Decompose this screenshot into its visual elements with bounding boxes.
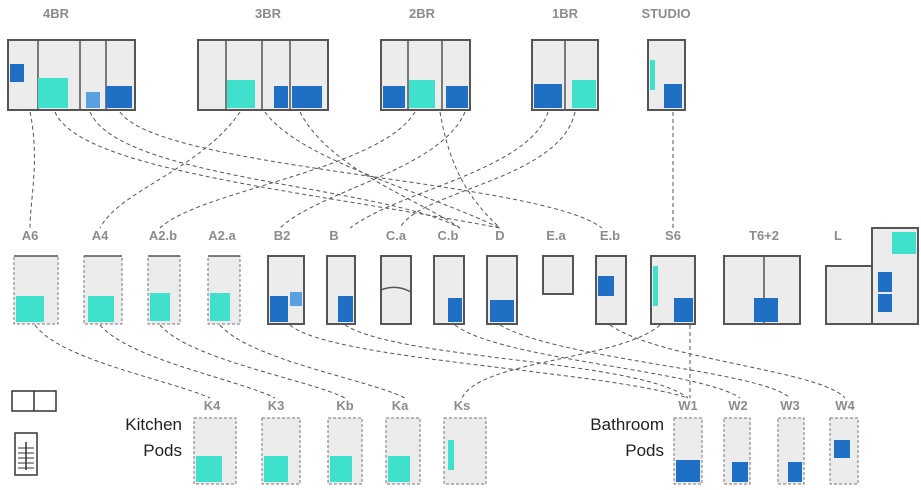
module-label-a2b: A2.b (149, 228, 177, 243)
module-plan-b2 (267, 255, 305, 325)
kitchen-pod-label-k3: K3 (268, 398, 285, 413)
bathroom-pod-label-w2: W2 (728, 398, 748, 413)
unit-label-4br: 4BR (43, 6, 70, 21)
kitchen-pod-label-ks: Ks (454, 398, 471, 413)
module-plan-a2b (147, 255, 181, 325)
bathroom-pod-label-w3: W3 (780, 398, 800, 413)
module-label-d: D (495, 228, 504, 243)
kitchen-pod-labels: K4 K3 Kb Ka Ks (204, 398, 471, 413)
unit-plan-studio (647, 39, 686, 111)
module-plan-a6 (13, 255, 59, 325)
module-plan-ea (542, 255, 574, 295)
module-label-a2a: A2.a (208, 228, 236, 243)
unit-plan-4br (7, 39, 136, 111)
unit-label-2br: 2BR (409, 6, 436, 21)
module-label-s6: S6 (665, 228, 681, 243)
module-label-a4: A4 (92, 228, 109, 243)
module-label-b: B (329, 228, 338, 243)
bathroom-pod-label-w4: W4 (835, 398, 855, 413)
bathroom-pod-w3 (777, 417, 805, 485)
bathroom-pod-labels: W1 W2 W3 W4 (678, 398, 855, 413)
module-plan-ca (380, 255, 412, 325)
module-labels: A6 A4 A2.b A2.a B2 B C.a C.b D E.a E.b S… (22, 228, 842, 243)
kitchen-pod-ka (385, 417, 421, 485)
kitchen-pod-label-k4: K4 (204, 398, 221, 413)
module-label-ea: E.a (546, 228, 566, 243)
module-plan-eb (595, 255, 627, 325)
module-plan-t6-2 (723, 255, 801, 325)
bathroom-pod-w1 (673, 417, 703, 485)
unit-labels: 4BR 3BR 2BR 1BR STUDIO (43, 6, 691, 21)
unit-label-1br: 1BR (552, 6, 579, 21)
module-label-l: L (834, 228, 842, 243)
unit-label-3br: 3BR (255, 6, 282, 21)
kitchen-pods-title-line2: Pods (143, 441, 182, 460)
unit-plan-1br (531, 39, 599, 111)
connection-lines (29, 111, 846, 399)
module-plan-cb (433, 255, 465, 325)
kitchen-pod-k4 (193, 417, 237, 485)
module-label-t6-2: T6+2 (749, 228, 779, 243)
bathroom-pods-title-line2: Pods (625, 441, 664, 460)
bathroom-pod-w4 (829, 417, 859, 485)
kitchen-pod-k3 (261, 417, 301, 485)
kitchen-pods-title-line1: Kitchen (125, 415, 182, 434)
unit-plan-2br (380, 39, 471, 111)
kitchen-pod-label-ka: Ka (392, 398, 409, 413)
bathroom-pod-label-w1: W1 (678, 398, 698, 413)
module-label-eb: E.b (600, 228, 620, 243)
unit-plan-3br (197, 39, 329, 111)
module-label-a6: A6 (22, 228, 39, 243)
module-plan-d (486, 255, 518, 325)
bathroom-pods-title-line1: Bathroom (590, 415, 664, 434)
module-label-ca: C.a (386, 228, 407, 243)
module-plan-a4 (83, 255, 123, 325)
bathroom-pods-title: Bathroom Pods (590, 415, 664, 460)
module-plan-a2a (207, 255, 241, 325)
stair-section-icon (14, 432, 38, 476)
kitchen-pod-label-kb: Kb (336, 398, 353, 413)
kitchen-pods-title: Kitchen Pods (125, 415, 182, 460)
kitchen-pod-kb (327, 417, 363, 485)
unit-label-studio: STUDIO (641, 6, 690, 21)
module-plan-s6 (650, 255, 696, 325)
module-label-cb: C.b (438, 228, 459, 243)
bathroom-pod-w2 (723, 417, 751, 485)
module-label-b2: B2 (274, 228, 291, 243)
kitchen-pod-ks (443, 417, 487, 485)
module-plan-b (326, 255, 356, 325)
two-module-plan-icon (11, 390, 57, 412)
module-plan-l (825, 227, 919, 325)
